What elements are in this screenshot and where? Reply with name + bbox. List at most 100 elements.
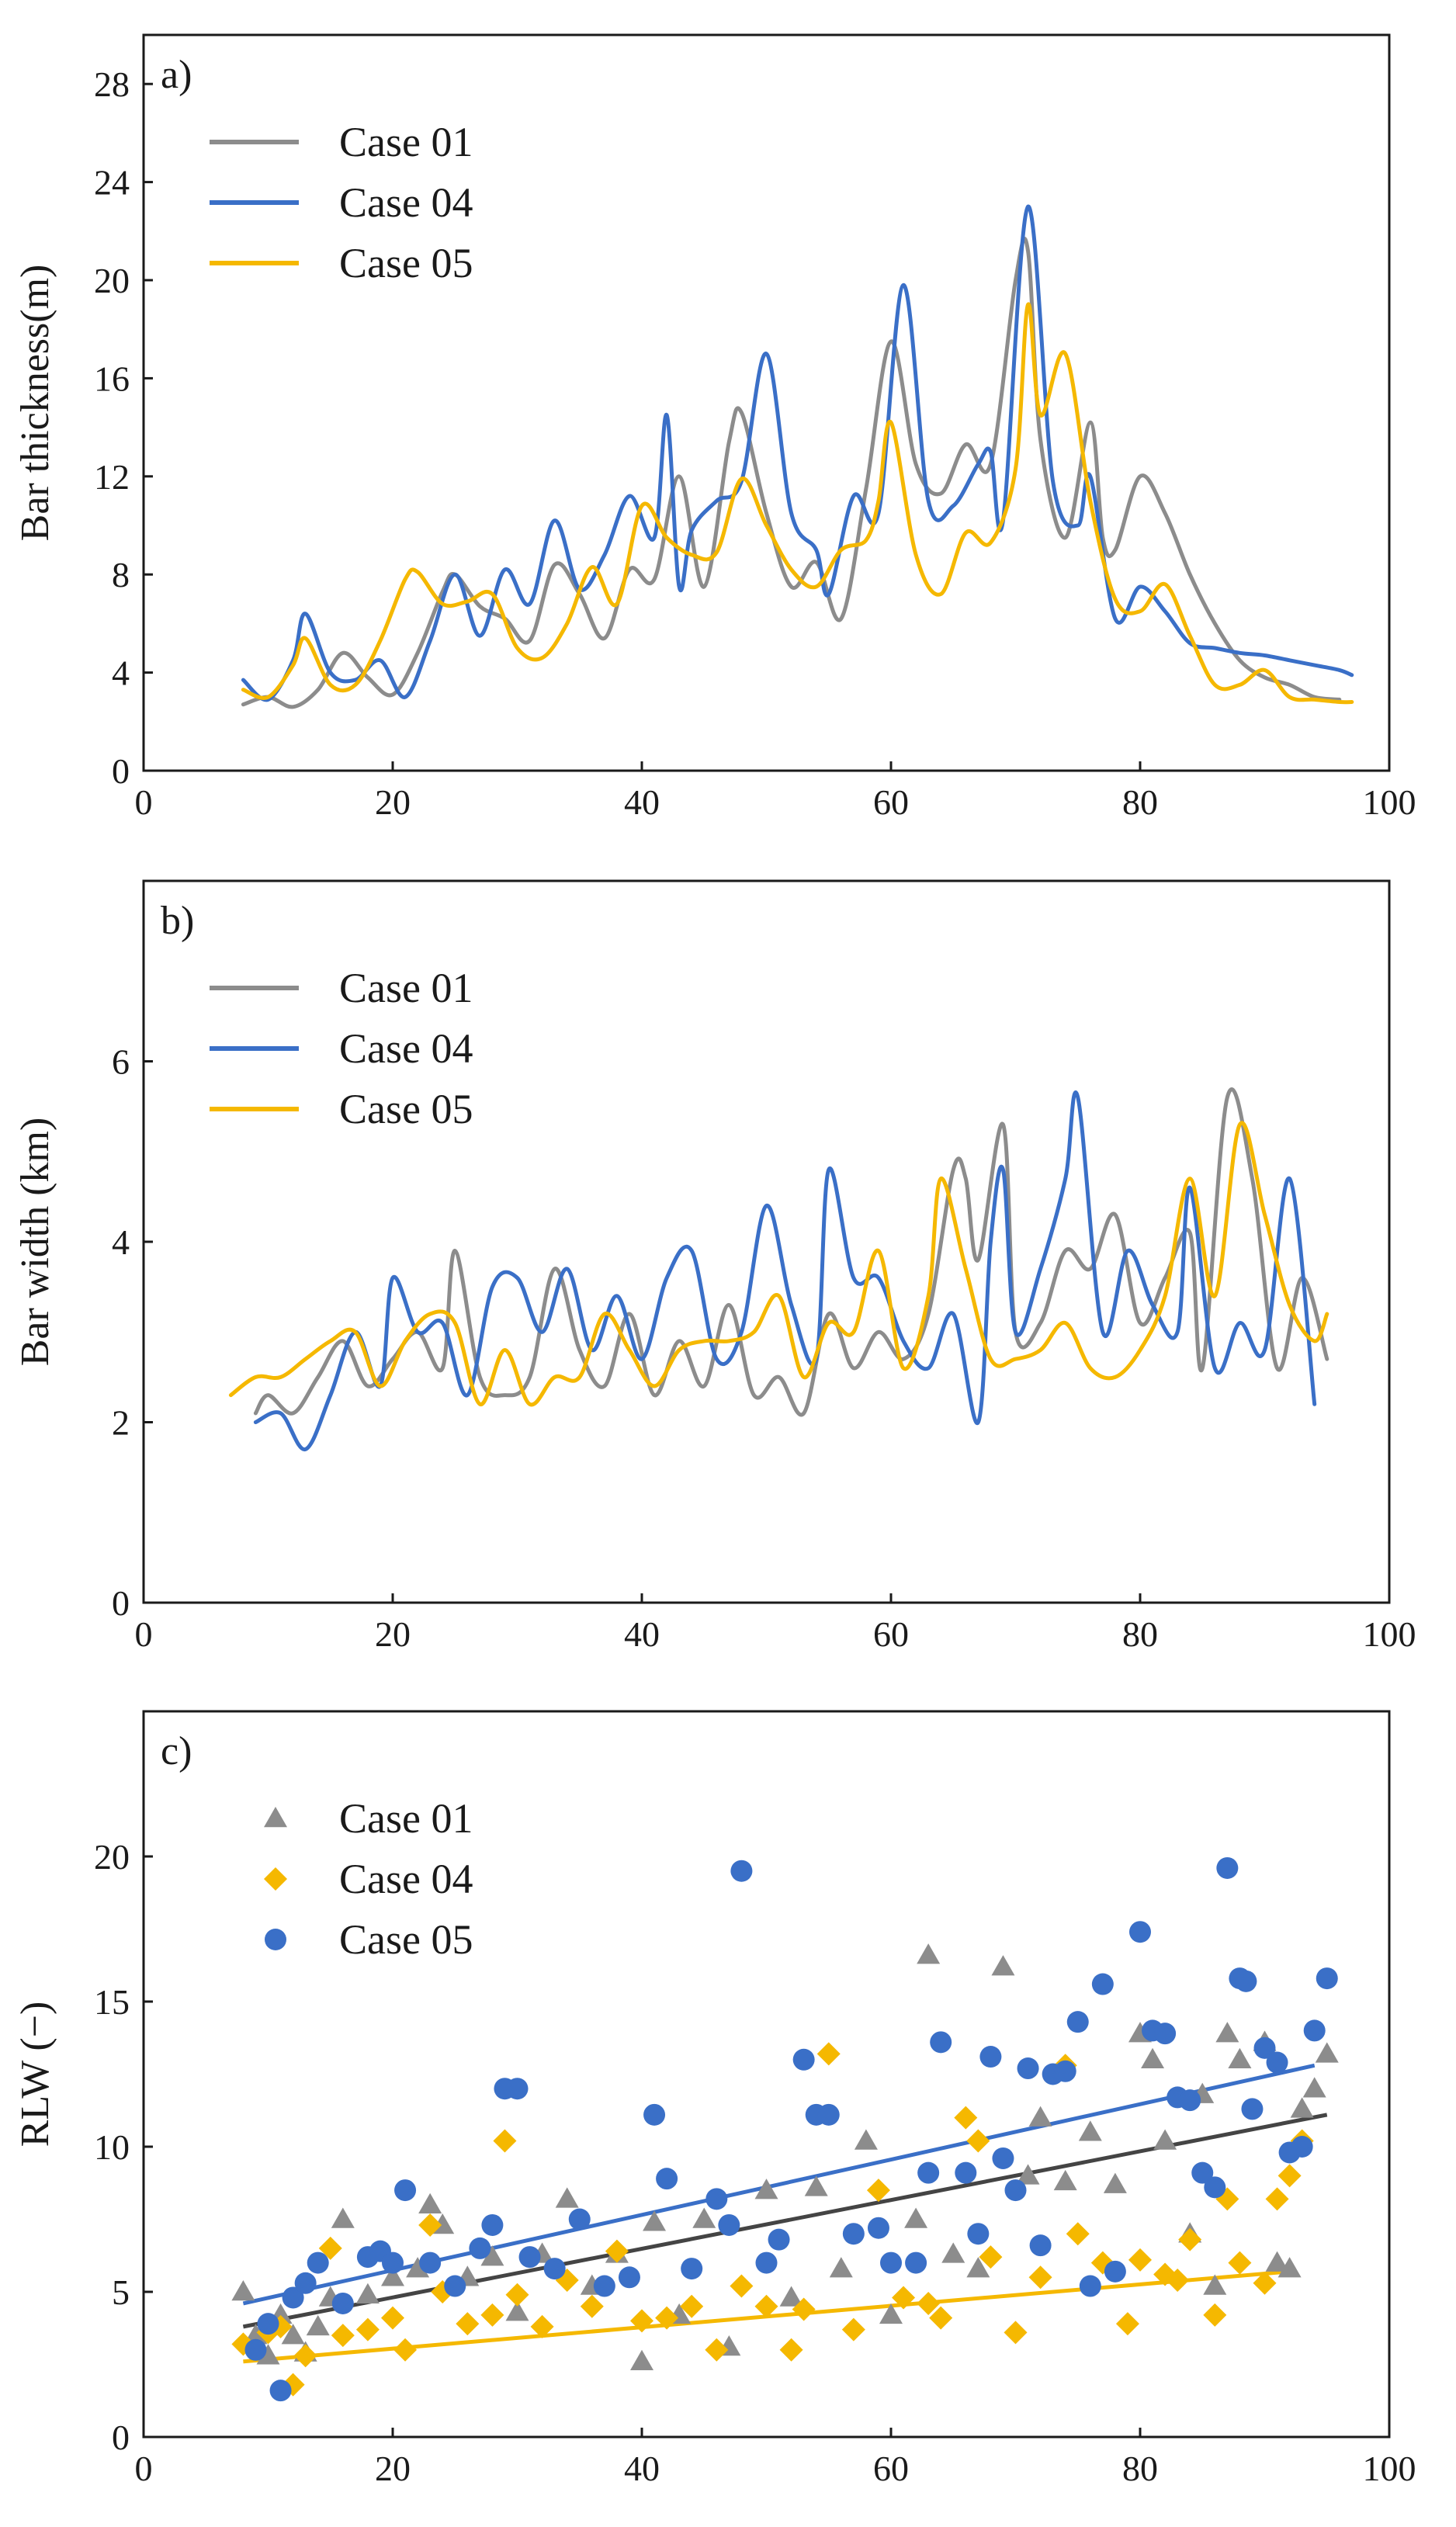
y-axis-label: Bar width (km) [13, 1118, 57, 1367]
data-point [816, 2042, 841, 2066]
plot-area [228, 1087, 1329, 1451]
data-point [244, 2338, 267, 2361]
data-point [1066, 2222, 1090, 2246]
data-point [1265, 2251, 1289, 2272]
x-tick-label: 20 [375, 782, 411, 822]
data-point [406, 2257, 430, 2278]
data-point [1216, 1856, 1239, 1879]
data-point [705, 2338, 729, 2362]
data-point [480, 2303, 504, 2327]
data-point [281, 2324, 305, 2345]
data-point [456, 2312, 480, 2336]
data-point [779, 2338, 803, 2362]
y-tick-label: 24 [94, 163, 130, 203]
data-point [469, 2237, 491, 2259]
data-point [480, 2245, 504, 2266]
x-tick-label: 80 [1122, 782, 1158, 822]
data-point [867, 2217, 889, 2239]
x-tick-label: 40 [624, 2449, 660, 2488]
data-point [917, 1943, 941, 1964]
y-tick-label: 12 [94, 457, 130, 497]
data-point [1203, 2274, 1227, 2295]
data-point [381, 2265, 404, 2286]
y-tick-label: 5 [112, 2272, 130, 2312]
legend: Case 01 Case 04 Case 05 [210, 119, 473, 286]
data-point [1253, 2037, 1276, 2059]
data-point [418, 2213, 442, 2237]
data-point [1228, 2251, 1252, 2275]
data-point [382, 2251, 404, 2274]
plot-frame [142, 33, 1391, 772]
data-point [1203, 2303, 1227, 2327]
data-point [1066, 2011, 1089, 2033]
x-tick-label: 0 [135, 782, 153, 822]
x-tick-label: 100 [1363, 1614, 1416, 1654]
data-point [307, 2251, 329, 2274]
y-tick-label: 6 [112, 1042, 130, 1082]
data-point [1016, 2164, 1040, 2185]
data-point [754, 2294, 778, 2318]
data-point [530, 2314, 554, 2338]
data-point [580, 2294, 604, 2318]
y-tick-label: 8 [112, 555, 130, 594]
plot-area [241, 204, 1354, 709]
data-point [1316, 1967, 1338, 1990]
data-point [643, 2103, 666, 2126]
data-point [394, 2179, 417, 2202]
data-point [355, 2283, 380, 2303]
legend-label: Case 01 [339, 965, 473, 1011]
data-point [294, 2272, 317, 2294]
data-point [992, 2147, 1014, 2169]
data-point [244, 2324, 268, 2345]
x-tick-label: 20 [375, 1614, 411, 1654]
legend-marker [264, 1807, 287, 1828]
data-point [419, 2251, 442, 2274]
y-tick-label: 20 [94, 1837, 130, 1877]
data-point [955, 2161, 977, 2184]
data-point [804, 2175, 828, 2196]
data-point [493, 2129, 517, 2153]
data-point [630, 2309, 653, 2333]
data-point [381, 2306, 404, 2330]
legend-label: Case 05 [339, 1086, 473, 1132]
data-point [1204, 2176, 1226, 2199]
x-tick-label: 100 [1363, 2449, 1416, 2488]
data-point [555, 2187, 579, 2208]
y-tick-label: 15 [94, 1982, 130, 2022]
data-point [1241, 2098, 1264, 2120]
legend: Case 01 Case 04 Case 05 [264, 1795, 473, 1963]
x-tick-label: 0 [135, 1614, 153, 1654]
data-point [1128, 2248, 1152, 2272]
data-point [705, 2188, 728, 2210]
data-point [269, 2380, 292, 2402]
data-point [518, 2246, 541, 2269]
data-point [656, 2168, 678, 2190]
data-point [1004, 2179, 1027, 2202]
series-line-case-05 [228, 1121, 1329, 1407]
data-point [1291, 2136, 1313, 2158]
data-point [866, 2179, 890, 2203]
data-point [618, 2266, 640, 2289]
series-line-case-05 [241, 302, 1354, 705]
x-tick-label: 60 [873, 2449, 909, 2488]
data-point [444, 2275, 466, 2297]
data-point [543, 2258, 566, 2280]
data-point [630, 2349, 653, 2371]
data-point [1228, 2047, 1252, 2069]
data-point [792, 2048, 815, 2071]
data-point [1129, 1921, 1151, 1943]
data-point [692, 2207, 716, 2228]
data-point [1141, 2047, 1165, 2069]
data-point [1235, 1970, 1257, 1992]
data-point [1253, 2271, 1277, 2295]
y-tick-label: 10 [94, 2127, 130, 2167]
data-point [331, 2207, 355, 2228]
data-point [605, 2239, 629, 2263]
data-point [1004, 2321, 1028, 2345]
data-point [917, 2161, 940, 2184]
data-point [593, 2275, 615, 2297]
y-tick-label: 16 [94, 359, 130, 398]
y-axis-label: Bar thickness(m) [13, 265, 57, 542]
data-point [331, 2292, 354, 2314]
